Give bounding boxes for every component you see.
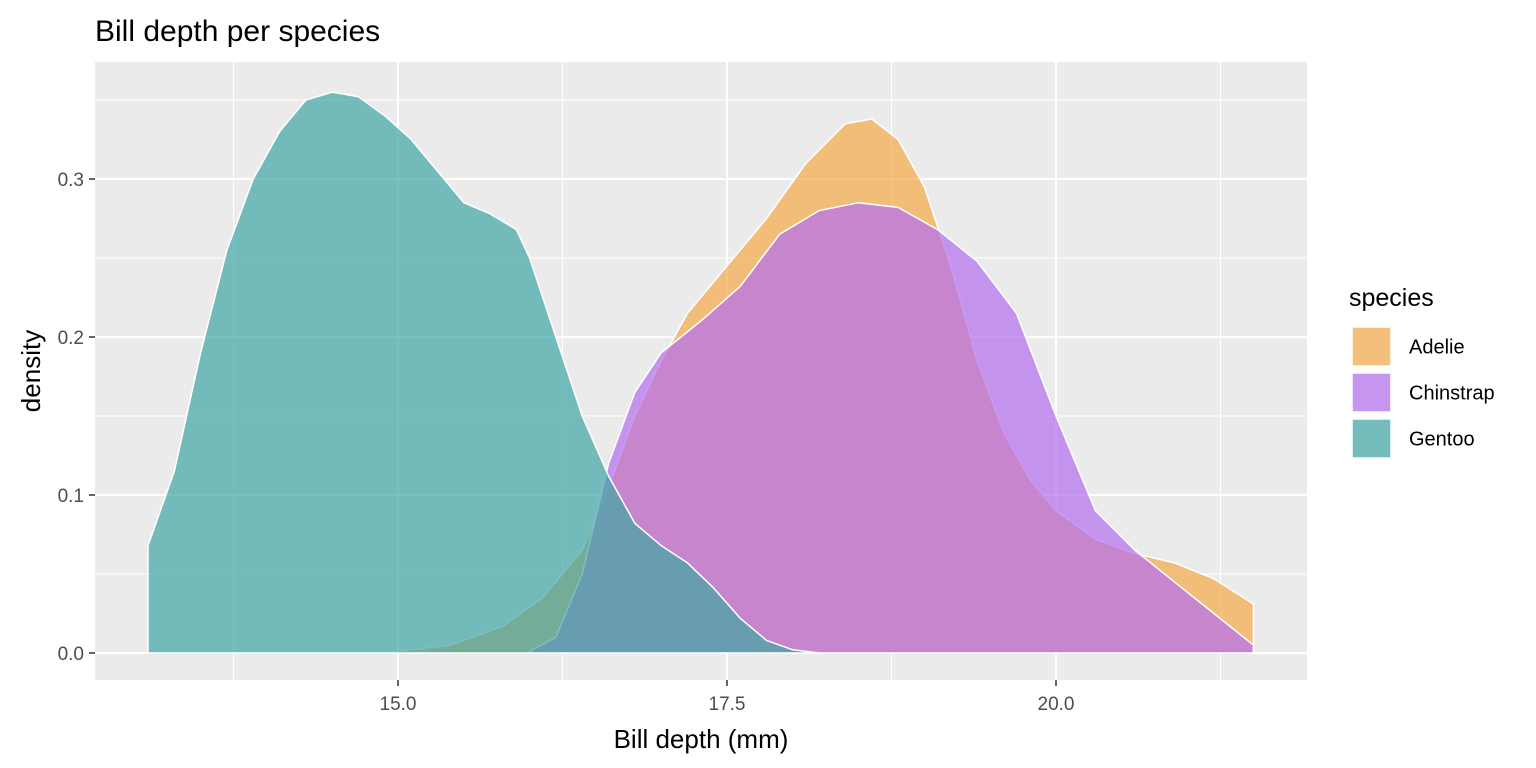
x-tick-label: 20.0 xyxy=(1038,694,1075,715)
y-axis-ticks: 0.0 0.1 0.2 0.3 xyxy=(58,170,95,665)
x-axis-ticks: 15.0 17.5 20.0 xyxy=(380,680,1075,715)
legend-swatch-chinstrap xyxy=(1351,372,1392,413)
density-area-gentoo xyxy=(147,91,820,654)
legend-label-gentoo: Gentoo xyxy=(1409,429,1475,451)
y-tick-label: 0.3 xyxy=(58,170,84,191)
y-tick-label: 0.2 xyxy=(58,328,84,349)
x-tick-label: 15.0 xyxy=(380,694,417,715)
x-tick-label: 17.5 xyxy=(709,694,746,715)
density-areas xyxy=(147,91,1255,654)
legend-swatch-adelie xyxy=(1351,326,1392,367)
legend-title: species xyxy=(1349,284,1434,312)
y-tick-label: 0.1 xyxy=(58,486,84,507)
legend-label-adelie: Adelie xyxy=(1409,337,1465,359)
x-axis-title: Bill depth (mm) xyxy=(614,724,789,754)
y-tick-label: 0.0 xyxy=(58,644,84,665)
legend: species Adelie Chinstrap Gentoo xyxy=(1349,284,1495,459)
legend-swatch-gentoo xyxy=(1351,418,1392,459)
y-axis-title: density xyxy=(16,330,46,412)
legend-label-chinstrap: Chinstrap xyxy=(1409,383,1495,405)
chart-title: Bill depth per species xyxy=(95,15,380,48)
